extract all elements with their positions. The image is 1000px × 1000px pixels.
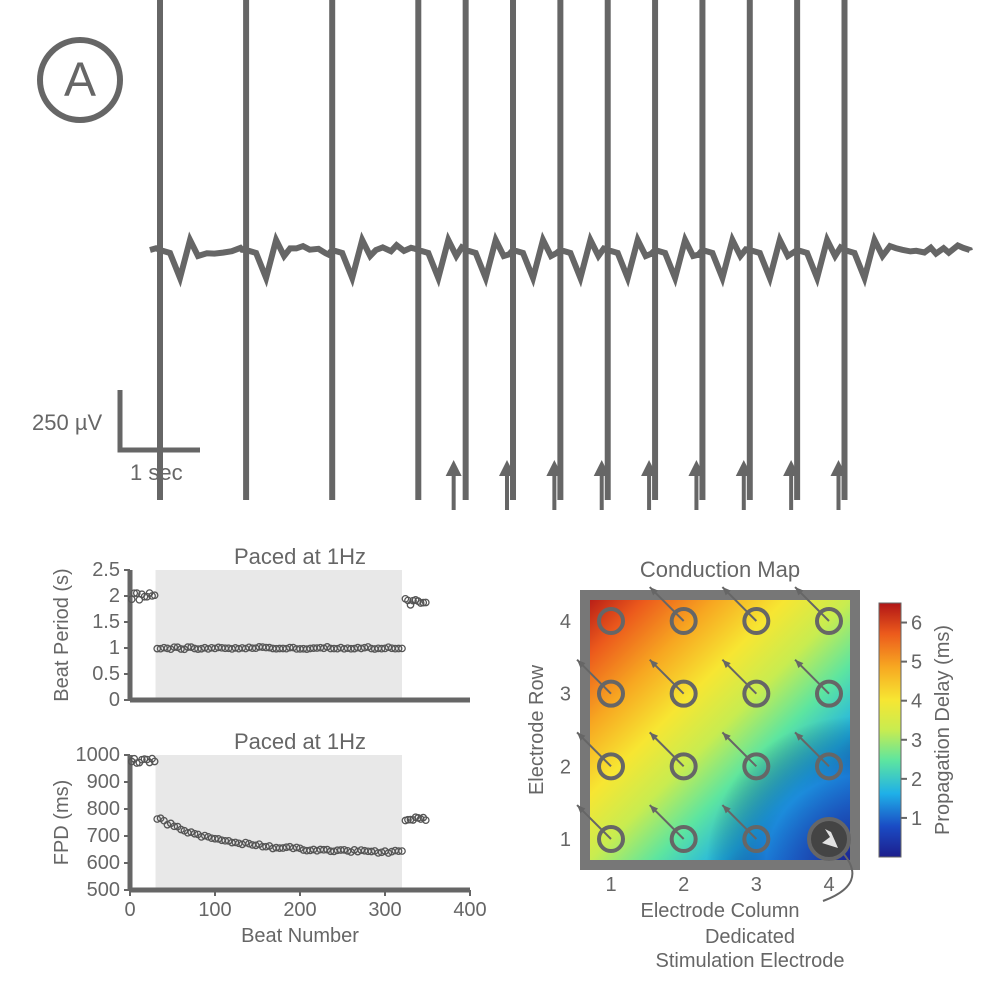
ytick-label: 500 xyxy=(87,879,120,901)
chart-title: Paced at 1Hz xyxy=(234,544,366,569)
ytick-label: 0 xyxy=(109,689,120,711)
colorbar-tick: 6 xyxy=(911,613,922,635)
figure: A 250 µV 1 sec Paced at 1Hz 0 0.5 1 1.5 2 2.5 B… xyxy=(0,0,1000,1000)
colorbar-tick: 2 xyxy=(911,769,922,791)
row-label: 3 xyxy=(560,684,571,706)
y-axis-label: Beat Period (s) xyxy=(51,568,73,701)
panel-label: A xyxy=(40,40,120,120)
colorbar-tick: 5 xyxy=(911,652,922,674)
xtick-label: 400 xyxy=(453,899,486,921)
ytick-label: 700 xyxy=(87,825,120,847)
colorbar-label: Propagation Delay (ms) xyxy=(932,625,954,835)
ytick-label: 2 xyxy=(109,585,120,607)
colorbar-tick: 3 xyxy=(911,730,922,752)
row-label: 4 xyxy=(560,611,571,633)
signal-trace xyxy=(150,0,970,500)
xtick-label: 100 xyxy=(198,899,231,921)
ytick-label: 600 xyxy=(87,852,120,874)
ytick-label: 1.5 xyxy=(92,611,120,633)
x-axis-label: Beat Number xyxy=(241,925,359,947)
ytick-label: 1 xyxy=(109,637,120,659)
ytick-label: 800 xyxy=(87,798,120,820)
colorbar-tick: 4 xyxy=(911,691,922,713)
colorbar-tick: 1 xyxy=(911,808,922,830)
col-label: 3 xyxy=(751,874,762,896)
row-label: 2 xyxy=(560,756,571,778)
stimulation-arrows xyxy=(446,460,847,510)
col-label: 4 xyxy=(823,874,834,896)
map-x-label: Electrode Column xyxy=(641,900,800,922)
ytick-label: 900 xyxy=(87,771,120,793)
xtick-label: 300 xyxy=(368,899,401,921)
scalebar-y-label: 250 µV xyxy=(32,410,102,435)
chart-title: Paced at 1Hz xyxy=(234,729,366,754)
col-label: 1 xyxy=(605,874,616,896)
y-axis-label: FPD (ms) xyxy=(51,780,73,866)
row-label: 1 xyxy=(560,829,571,851)
conduction-map: Conduction Map 1 2 3 4 1 2 3 4 Electrode Row Elect… xyxy=(526,557,954,972)
beat-period-chart: Paced at 1Hz 0 0.5 1 1.5 2 2.5 Beat Period (s) xyxy=(51,544,470,711)
ytick-label: 2.5 xyxy=(92,559,120,581)
fpd-chart: Paced at 1Hz 500 600 700 800 900 1000FPD (ms) 0… xyxy=(51,729,487,947)
col-label: 2 xyxy=(678,874,689,896)
annotation-line2: Stimulation Electrode xyxy=(656,950,845,972)
xtick-label: 0 xyxy=(124,899,135,921)
map-y-label: Electrode Row xyxy=(526,664,548,795)
ytick-label: 1000 xyxy=(76,744,121,766)
xtick-label: 200 xyxy=(283,899,316,921)
panel-label-text: A xyxy=(64,54,96,107)
ytick-label: 0.5 xyxy=(92,663,120,685)
scalebar: 250 µV 1 sec xyxy=(32,390,200,485)
conduction-map-title: Conduction Map xyxy=(640,557,800,582)
scalebar-x-label: 1 sec xyxy=(130,460,183,485)
annotation-line1: Dedicated xyxy=(705,926,795,948)
